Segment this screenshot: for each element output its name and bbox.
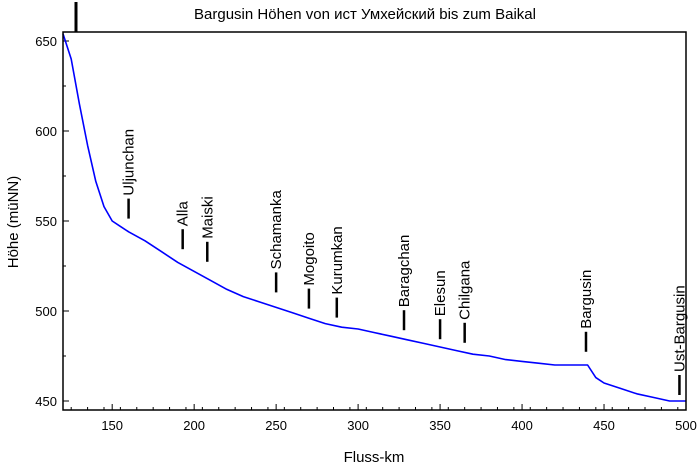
x-tick-label: 450	[593, 418, 615, 433]
annotation-label: Schamanka	[268, 190, 285, 270]
x-tick-label: 250	[265, 418, 287, 433]
x-tick-label: 200	[183, 418, 205, 433]
annotation-label: Baragchan	[396, 235, 413, 308]
annotations-layer: Uljunchan Alla Maiski Schamanka Mogoito Kurum…	[121, 129, 688, 395]
x-tick-label: 400	[511, 418, 533, 433]
chart-title: Bargusin Höhen von ист Умхейский bis zum…	[194, 6, 536, 23]
x-axis-title: Fluss-km	[344, 449, 405, 466]
axis-ticks: 150 200 250 300 350 400 450 500 450 500 550 600 650	[35, 34, 697, 433]
annotation-label: Uljunchan	[121, 129, 138, 196]
x-tick-label: 350	[429, 418, 451, 433]
annotation-label: Mogoito	[301, 232, 318, 285]
y-tick-label: 500	[35, 304, 57, 319]
y-tick-label: 450	[35, 394, 57, 409]
plot-frame	[62, 31, 687, 411]
x-tick-label: 150	[101, 418, 123, 433]
series-layer	[62, 33, 686, 402]
y-tick-label: 650	[35, 34, 57, 49]
annotation-label: Ust-Bargusin	[671, 285, 688, 372]
annotation-label: Elesun	[432, 270, 449, 316]
x-tick-label: 300	[347, 418, 369, 433]
series-line-0	[62, 33, 686, 402]
annotation-label: Maiski	[199, 196, 216, 239]
annotation-label: Chilgana	[457, 260, 474, 320]
y-tick-label: 600	[35, 124, 57, 139]
y-axis-title: Höhe (müNN)	[5, 176, 22, 269]
y-tick-label: 550	[35, 214, 57, 229]
annotation-label: Bargusin	[578, 270, 595, 329]
x-tick-label: 500	[675, 418, 697, 433]
annotation-label: Alla	[175, 201, 192, 227]
annotation-label: Kurumkan	[329, 226, 346, 294]
